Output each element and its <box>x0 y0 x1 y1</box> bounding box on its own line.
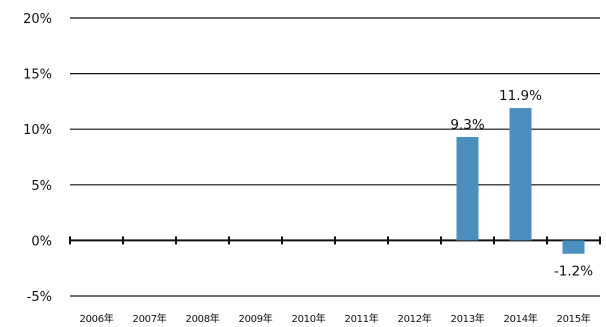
x-tick-label: 2008年 <box>186 312 220 325</box>
data-label: 9.3% <box>450 117 484 133</box>
data-label: -1.2% <box>554 264 593 280</box>
y-tick-label: 10% <box>23 123 52 138</box>
x-tick-label: 2006年 <box>80 312 114 325</box>
y-tick-label: -5% <box>27 290 52 305</box>
x-tick-label: 2010年 <box>292 312 326 325</box>
x-tick-label: 2011年 <box>345 312 379 325</box>
data-label: 11.9% <box>499 88 542 104</box>
x-tick-labels: 2006年 2007年 2008年 2009年 2010年 2011年 2012年 2013年… <box>80 312 592 325</box>
bar <box>509 108 532 241</box>
x-tick-label: 2013年 <box>451 312 485 325</box>
bar <box>456 136 479 241</box>
y-tick-label: 0% <box>31 234 52 249</box>
y-tick-label: 15% <box>23 68 52 83</box>
data-labels: 9.3% 11.9% -1.2% <box>450 88 593 280</box>
gridlines <box>69 17 601 297</box>
y-tick-label: 5% <box>31 179 52 194</box>
x-tick-label: 2012年 <box>398 312 432 325</box>
x-tick-label: 2015年 <box>557 312 591 325</box>
x-tick-label: 2014年 <box>504 312 538 325</box>
x-tick-label: 2007年 <box>133 312 167 325</box>
bars <box>456 108 585 254</box>
bar <box>562 240 585 254</box>
x-tick-label: 2009年 <box>239 312 273 325</box>
y-tick-labels: 20% 15% 10% 5% 0% -5% <box>23 12 52 305</box>
y-tick-label: 20% <box>23 12 52 27</box>
